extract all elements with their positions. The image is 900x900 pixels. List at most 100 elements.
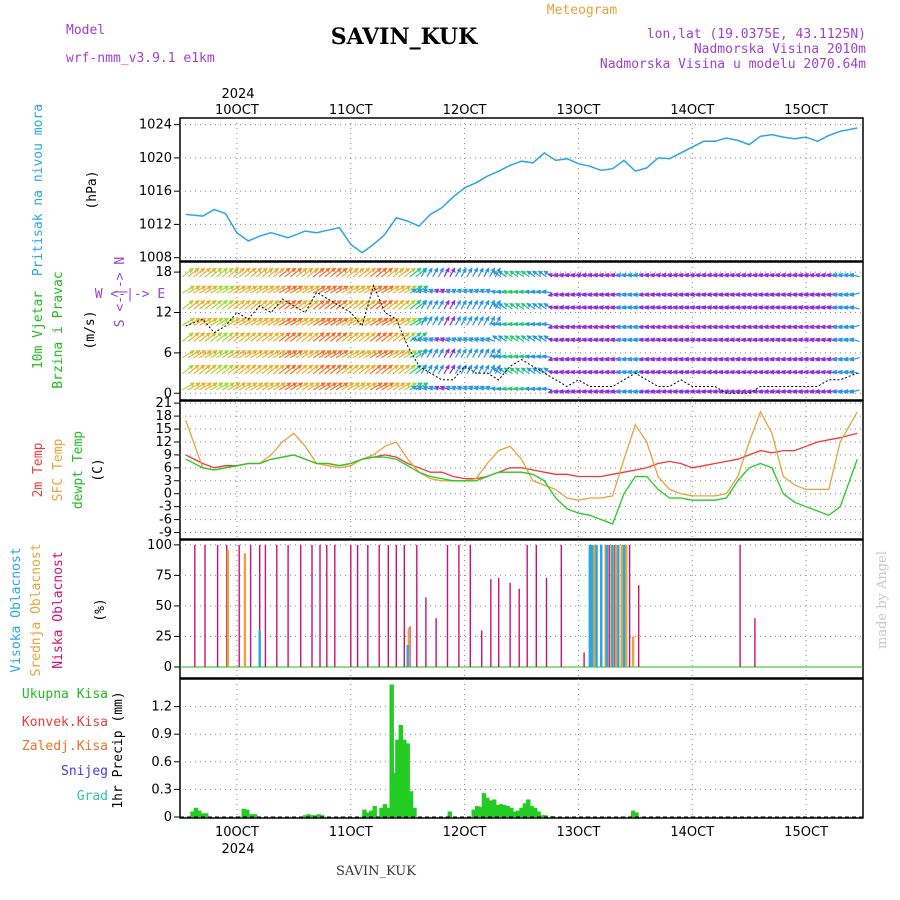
- wind-arrow: [341, 364, 354, 375]
- wind-arrow: [403, 350, 418, 359]
- precip-bar: [249, 814, 254, 817]
- wind-arrow: [403, 332, 416, 342]
- temp-sfc-label: SFC Temp: [51, 439, 66, 502]
- ytick-label: 75: [155, 568, 172, 583]
- wind-arrow: [849, 272, 860, 278]
- wind-ylabel2: Brzina i Pravac: [51, 271, 66, 388]
- wind-arrow: [483, 315, 490, 326]
- precip-bar: [405, 743, 410, 817]
- ytick-label: 18: [155, 409, 172, 424]
- wind-arrow: [403, 364, 416, 375]
- wind-arrow: [318, 317, 332, 326]
- precip-bar: [303, 815, 308, 817]
- wind-arrow: [284, 317, 298, 326]
- precip-bar: [471, 809, 476, 817]
- ytick-label: -6: [159, 513, 172, 528]
- wind-arrow: [181, 267, 194, 278]
- wind-arrow: [398, 382, 412, 391]
- temp-dew-label: dewpt Temp: [71, 431, 86, 509]
- wind-arrow: [204, 364, 217, 375]
- wind-arrow: [227, 350, 241, 359]
- wind-arrow: [489, 267, 496, 278]
- wind-arrow: [420, 267, 427, 278]
- wind-arrow: [432, 315, 439, 326]
- wind-compass-sn: S <-|-> N: [113, 257, 128, 327]
- wind-arrow: [375, 332, 388, 342]
- wind-arrow: [193, 332, 206, 342]
- wind-arrow: [403, 267, 416, 278]
- wind-arrow: [520, 367, 530, 375]
- wind-arrow: [199, 332, 212, 342]
- wind-arrow: [526, 302, 536, 310]
- wind-arrow: [255, 332, 268, 342]
- wind-arrow: [485, 337, 496, 342]
- wind-arrow: [381, 332, 394, 342]
- wind-yticks: 18 12 6 0: [155, 265, 180, 401]
- wind-arrow: [307, 285, 321, 294]
- wind-arrow: [426, 364, 433, 375]
- wind-arrow: [537, 335, 547, 342]
- wind-arrow: [267, 317, 281, 326]
- wind-arrow: [233, 382, 247, 391]
- ytick-label: 6: [164, 461, 172, 476]
- precip-bar: [369, 810, 374, 817]
- legend-freezing: Zaledj.Kisa: [22, 739, 108, 754]
- wind-arrow: [426, 348, 433, 358]
- ytick-label: 0.9: [151, 727, 172, 742]
- wind-arrow: [216, 382, 230, 391]
- wind-arrow: [221, 317, 235, 326]
- wind-arrow: [437, 315, 444, 326]
- wind-arrow: [497, 302, 508, 310]
- wind-arrow: [477, 364, 484, 375]
- wind-arrow: [250, 382, 264, 391]
- wind-arrow: [454, 299, 462, 310]
- coords-label: lon,lat (19.0375E, 43.1125N): [647, 27, 866, 42]
- wind-arrow: [312, 364, 325, 375]
- ytick-label: 1012: [139, 217, 172, 232]
- wind-arrow: [489, 299, 496, 310]
- precip-bar: [529, 806, 534, 817]
- precip-bar: [630, 810, 636, 817]
- ytick-label: 0: [164, 660, 172, 675]
- wind-unit: (m/s): [83, 310, 98, 349]
- wind-arrow: [238, 364, 251, 375]
- wind-arrow: [437, 299, 444, 310]
- model-elevation-label: Nadmorska Visina u modelu 2070.64m: [600, 57, 866, 72]
- wind-arrow: [341, 382, 355, 391]
- precip-bar: [412, 807, 417, 817]
- wind-arrow: [261, 350, 275, 359]
- wind-arrow: [503, 302, 513, 310]
- precip-bar: [204, 813, 209, 817]
- wind-arrow: [312, 317, 326, 326]
- wind-arrow: [255, 350, 270, 359]
- wind-arrow: [381, 350, 395, 359]
- precip-bar: [447, 811, 452, 817]
- wind-arrow: [514, 367, 525, 375]
- wind-arrow: [335, 332, 348, 342]
- ytick-label: 9: [164, 448, 172, 463]
- ytick-label: 0.6: [151, 755, 172, 770]
- wind-arrow: [483, 267, 490, 278]
- wind-arrow: [335, 382, 349, 391]
- wind-arrow: [216, 300, 229, 310]
- wind-arrow: [181, 317, 196, 326]
- wind-arrow: [454, 315, 462, 326]
- precip-bar: [382, 804, 388, 817]
- wind-arrow: [494, 299, 501, 310]
- wind-arrow: [364, 267, 377, 278]
- wind-arrow: [358, 364, 371, 375]
- wind-arrow: [193, 300, 206, 310]
- ytick-label: 15: [155, 422, 172, 437]
- wind-arrow: [261, 285, 275, 294]
- precip-frame: [179, 678, 864, 819]
- ytick-label: -9: [159, 526, 172, 541]
- wind-arrow: [426, 267, 433, 278]
- ytick-label: 25: [155, 629, 172, 644]
- ytick-label: 0: [164, 386, 172, 401]
- wind-arrow: [244, 364, 257, 375]
- wind-arrow: [358, 382, 372, 391]
- wind-arrow: [233, 267, 246, 278]
- temp-series-line: [185, 454, 858, 525]
- wind-arrow: [494, 364, 501, 375]
